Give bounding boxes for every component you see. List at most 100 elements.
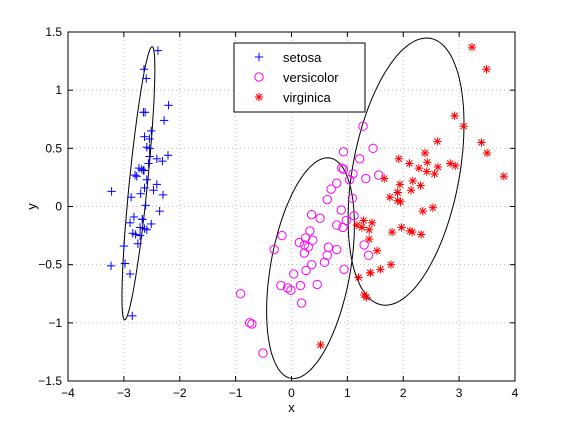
- marker-stroke: [358, 224, 366, 231]
- data-point-virginica: [397, 223, 406, 232]
- data-point-versicolor: [244, 318, 255, 328]
- data-point-versicolor: [361, 173, 371, 184]
- marker-stroke: [323, 242, 334, 252]
- data-point-setosa: [139, 166, 149, 175]
- data-point-setosa: [132, 172, 141, 181]
- data-point-versicolor: [276, 280, 286, 291]
- legend-marker-asterisk: [254, 92, 264, 102]
- marker-stroke: [354, 154, 365, 164]
- data-point-virginica: [316, 340, 325, 350]
- marker-stroke: [337, 163, 347, 173]
- data-point-setosa: [107, 187, 116, 196]
- marker-stroke: [396, 181, 404, 188]
- data-point-setosa: [155, 206, 164, 216]
- marker-stroke: [355, 274, 362, 281]
- marker-stroke: [451, 112, 459, 120]
- marker-stroke: [409, 177, 417, 185]
- marker-stroke: [235, 289, 246, 299]
- data-point-versicolor: [300, 233, 311, 243]
- data-point-versicolor: [368, 143, 378, 154]
- marker-stroke: [282, 283, 293, 293]
- marker-stroke: [433, 137, 441, 145]
- data-point-versicolor: [332, 220, 342, 230]
- data-point-virginica: [359, 290, 369, 300]
- data-point-setosa: [139, 65, 149, 74]
- marker-stroke: [269, 244, 279, 255]
- x-axis-label: x: [288, 400, 295, 415]
- marker-stroke: [373, 247, 381, 255]
- data-point-setosa: [142, 74, 151, 83]
- data-point-versicolor: [347, 193, 358, 204]
- data-point-virginica: [386, 260, 396, 269]
- data-point-setosa: [129, 212, 139, 222]
- marker-stroke: [306, 259, 317, 270]
- x-tick-label: 0: [288, 386, 295, 400]
- marker-stroke: [276, 280, 286, 291]
- data-point-versicolor: [354, 154, 365, 164]
- data-point-virginica: [393, 188, 402, 197]
- marker-stroke: [289, 269, 299, 279]
- data-point-virginica: [393, 196, 402, 205]
- data-point-versicolor: [295, 280, 306, 291]
- y-axis-label: y: [24, 203, 39, 210]
- data-point-setosa: [147, 219, 156, 229]
- marker-stroke: [277, 230, 287, 241]
- y-tick-label: 1.5: [45, 25, 62, 39]
- marker-stroke: [359, 240, 369, 250]
- data-point-versicolor: [322, 194, 332, 205]
- data-point-virginica: [416, 181, 425, 190]
- data-point-setosa: [163, 151, 173, 160]
- marker-stroke: [332, 220, 342, 230]
- marker-stroke: [388, 228, 396, 236]
- data-point-versicolor: [277, 230, 287, 241]
- marker-stroke: [500, 172, 508, 180]
- marker-stroke: [423, 158, 431, 166]
- marker-stroke: [317, 341, 324, 349]
- data-point-versicolor: [286, 285, 296, 295]
- data-point-virginica: [407, 227, 417, 237]
- ellipse-virginica: [347, 37, 465, 306]
- marker-stroke: [326, 184, 336, 194]
- data-point-versicolor: [348, 169, 358, 179]
- data-point-setosa: [136, 189, 145, 198]
- data-point-versicolor: [326, 184, 336, 194]
- legend-label: setosa: [283, 50, 322, 65]
- marker-stroke: [306, 209, 317, 220]
- data-point-setosa: [125, 269, 135, 279]
- marker-stroke: [299, 248, 310, 258]
- legend-entry-setosa: setosa: [254, 50, 322, 65]
- data-point-versicolor: [358, 121, 368, 131]
- marker-stroke: [358, 121, 368, 131]
- data-point-virginica: [445, 159, 455, 168]
- marker-stroke: [349, 211, 359, 221]
- marker-stroke: [380, 175, 388, 182]
- x-tick-label: 3: [456, 386, 463, 400]
- data-point-versicolor: [339, 264, 349, 275]
- data-point-versicolor: [301, 265, 311, 276]
- marker-stroke: [421, 149, 429, 157]
- data-point-versicolor: [315, 213, 325, 223]
- legend-marker-glyph: [254, 52, 264, 62]
- marker-stroke: [423, 168, 431, 175]
- marker-stroke: [336, 205, 346, 215]
- data-point-virginica: [418, 206, 428, 216]
- data-point-virginica: [499, 172, 509, 181]
- x-tick-label: −2: [173, 386, 187, 400]
- legend-entry-versicolor: versicolor: [254, 70, 339, 85]
- marker-stroke: [300, 233, 311, 243]
- marker-stroke: [332, 178, 342, 188]
- data-point-setosa: [164, 101, 173, 110]
- data-point-setosa: [142, 175, 151, 184]
- data-point-virginica: [366, 268, 375, 278]
- marker-stroke: [258, 348, 268, 358]
- data-point-setosa: [142, 225, 151, 234]
- confidence-ellipses: [121, 37, 465, 380]
- data-point-virginica: [482, 148, 492, 158]
- marker-stroke: [319, 257, 330, 268]
- marker-stroke: [296, 298, 307, 308]
- x-tick-label: −3: [117, 386, 131, 400]
- marker-stroke: [431, 170, 438, 178]
- marker-stroke: [434, 163, 442, 171]
- legend-marker-glyph: [254, 92, 264, 102]
- data-point-versicolor: [332, 178, 342, 188]
